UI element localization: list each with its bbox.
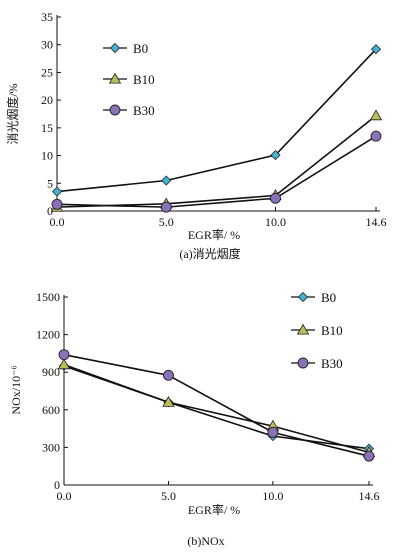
legend-marker-b30 (297, 357, 309, 369)
y-tick-label: 300 (42, 440, 60, 454)
data-point-b10 (162, 395, 175, 407)
legend-label-b0: B0 (133, 41, 148, 56)
chart-nox: 0 300 600 900 1200 1500 0.0 5.0 10.0 14.6 EGR率/ % N… (9, 290, 380, 548)
data-point-b10 (57, 358, 71, 370)
x-tick-label: 5.0 (159, 215, 174, 229)
legend-marker-b0 (297, 291, 309, 303)
legend-label-b0: B0 (321, 290, 336, 305)
y-tick-label: 0 (54, 478, 60, 492)
legend-marker-b10 (108, 72, 122, 84)
series-line-b30 (56, 135, 377, 208)
legend-label-b10: B10 (321, 323, 343, 338)
x-tick-label: 14.6 (359, 489, 380, 503)
legend-marker-b30 (109, 104, 121, 116)
y-tick-label: 5 (47, 176, 53, 190)
y-tick-label: 600 (42, 403, 60, 417)
chart-caption: (b)NOx (187, 534, 224, 548)
data-point-b30 (160, 201, 172, 213)
y-tick-label: 30 (41, 38, 53, 52)
x-tick-label: 0.0 (50, 215, 65, 229)
data-point-b0 (161, 175, 172, 186)
x-tick-label: 10.0 (265, 215, 286, 229)
chart-caption: (a)消光烟度 (179, 246, 240, 261)
data-point-b0 (270, 149, 281, 161)
y-tick-label: 15 (41, 121, 53, 135)
series-line-b10 (56, 115, 377, 208)
x-axis-label: EGR率/ % (188, 227, 240, 242)
x-tick-label: 0.0 (57, 489, 72, 503)
legend-label-b30: B30 (133, 103, 155, 118)
y-tick-label: 1500 (36, 290, 60, 304)
x-tick-label: 5.0 (161, 489, 176, 503)
legend-marker-b0 (109, 42, 121, 54)
legend-label-b30: B30 (321, 356, 343, 371)
data-point-b30 (370, 130, 382, 142)
data-point-b0 (370, 44, 382, 55)
y-tick-label: 35 (41, 10, 53, 24)
y-tick-label: 1200 (36, 328, 60, 342)
series-line-b0 (56, 48, 377, 193)
data-point-b30 (51, 198, 63, 210)
data-point-b10 (369, 109, 383, 121)
chart-smoke-opacity: 0 5 10 15 20 25 30 35 0.0 5.0 10.0 14.6 EGR率/ % 消光烟度/… (5, 10, 387, 261)
data-point-b30 (163, 369, 174, 381)
x-axis-label: EGR率/ % (188, 502, 240, 517)
series-line-b10 (63, 363, 370, 454)
y-tick-label: 10 (41, 149, 53, 163)
data-point-b0 (51, 186, 63, 197)
x-tick-label: 10.0 (262, 489, 283, 503)
data-point-b30 (363, 450, 375, 462)
data-point-b30 (267, 426, 279, 438)
series-line-b30 (63, 353, 370, 457)
y-tick-label: 900 (42, 365, 60, 379)
data-point-b30 (58, 349, 70, 361)
series-line-b0 (63, 365, 370, 450)
y-tick-label: 0 (47, 204, 53, 218)
legend-marker-b10 (296, 323, 310, 335)
data-point-b30 (270, 192, 281, 204)
y-axis-label: NOx/10⁻⁶ (9, 365, 23, 414)
y-tick-label: 20 (41, 93, 53, 107)
x-tick-label: 14.6 (366, 215, 387, 229)
legend-label-b10: B10 (133, 72, 155, 87)
y-tick-label: 25 (41, 65, 53, 79)
y-axis-label: 消光烟度/% (5, 83, 20, 144)
